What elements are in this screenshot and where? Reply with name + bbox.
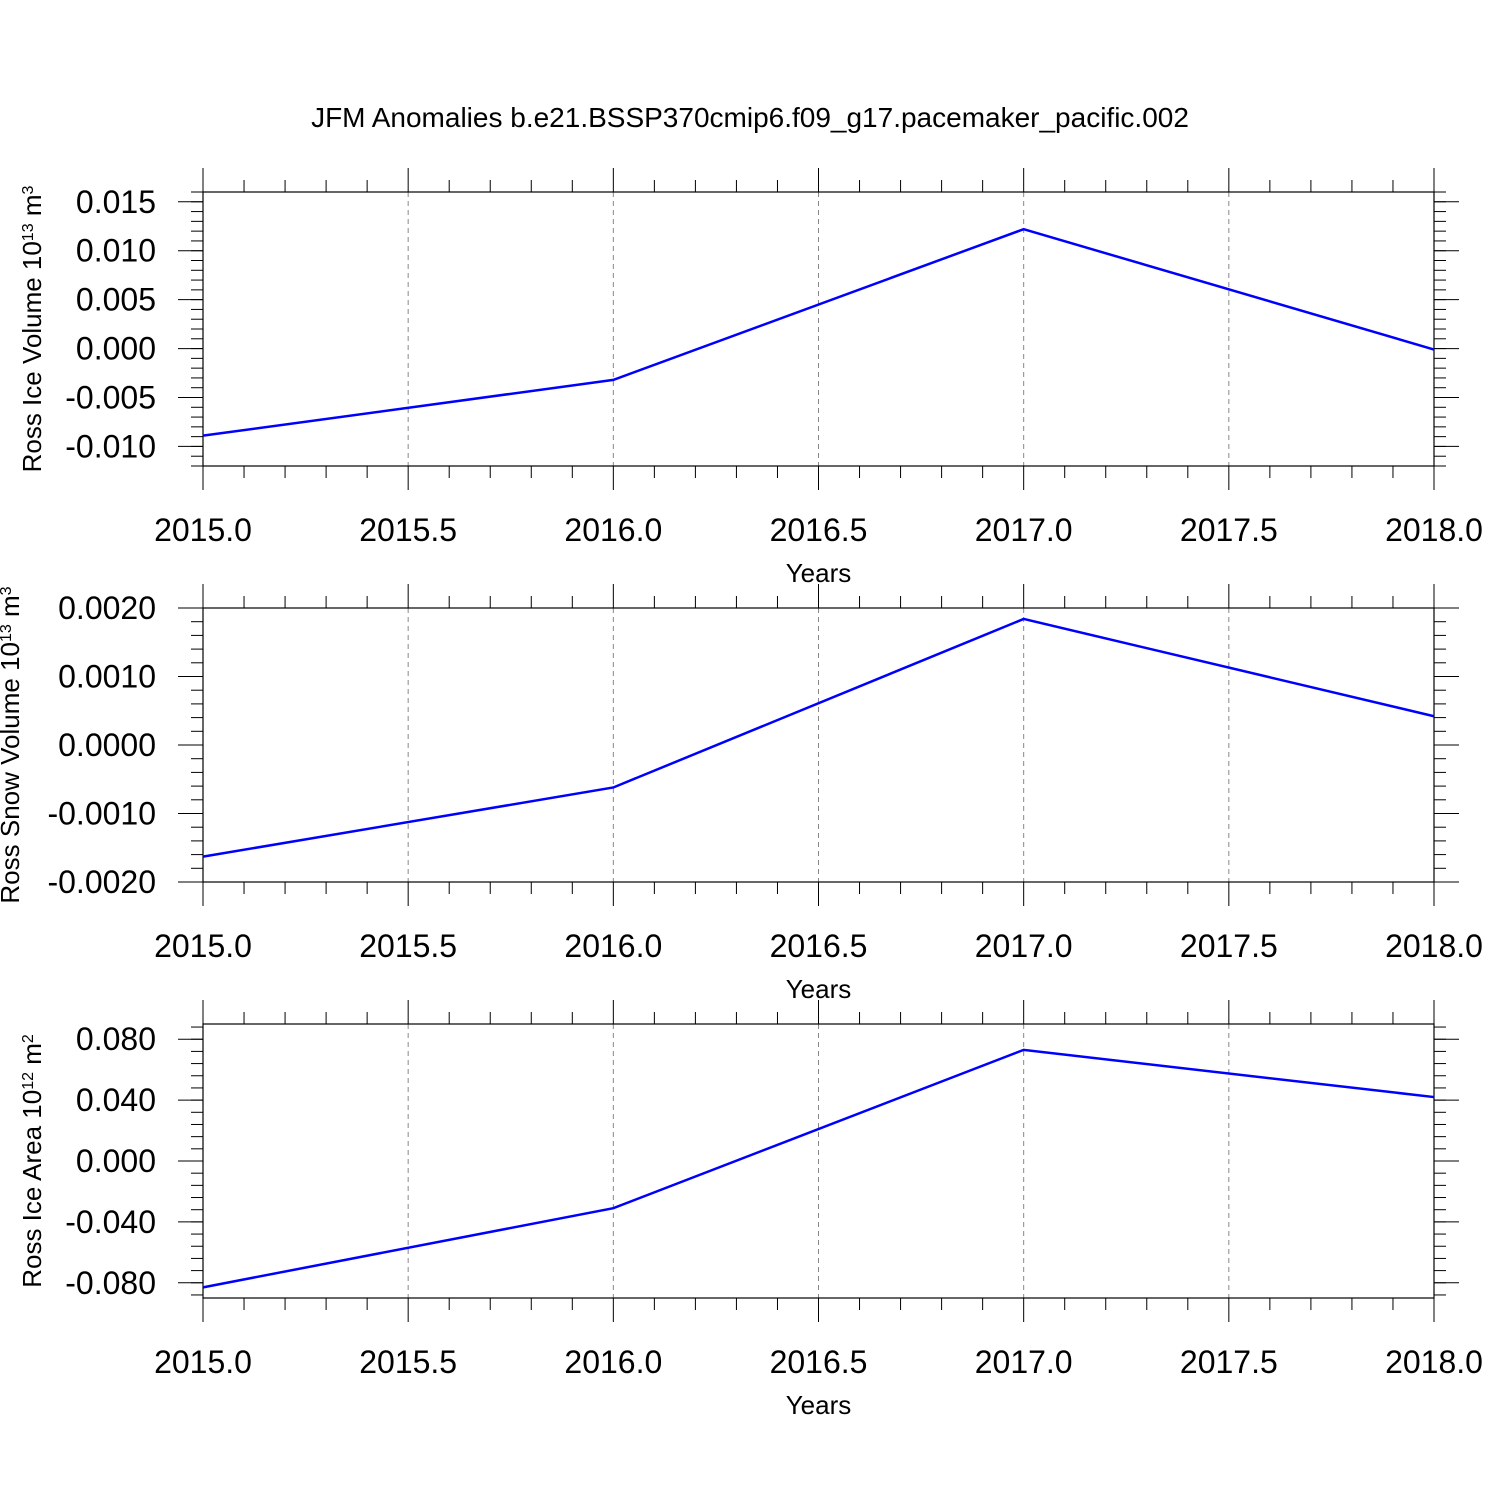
chart-panel-3: 2015.0 2015.5 2016.0 2016.5 2017.0 2017.5 2018… [17, 1000, 1483, 1420]
y-tick-label: -0.005 [65, 380, 156, 416]
y-tick-label: -0.040 [65, 1204, 156, 1240]
x-tick-label: 2017.0 [975, 1344, 1073, 1380]
y-tick-label: -0.080 [65, 1265, 156, 1301]
y-tick-label: 0.000 [76, 1143, 156, 1179]
x-tick-label: 2016.5 [770, 512, 868, 548]
y-label-text: Ross Snow Volume 10 [0, 642, 25, 904]
y-label-text: m [0, 595, 25, 624]
series-line [203, 229, 1434, 435]
x-axis-label: Years [786, 974, 852, 1004]
y-axis-label: Ross Ice Area 1012 m2 [17, 1034, 47, 1288]
y-tick-label: 0.010 [76, 233, 156, 269]
x-tick-label: 2015.0 [154, 1344, 252, 1380]
y-axis-label: Ross Ice Volume 1013 m3 [17, 185, 47, 472]
y-tick-label: 0.0000 [58, 727, 156, 763]
y-tick-label: -0.0020 [47, 864, 156, 900]
y-tick-label: 0.040 [76, 1082, 156, 1118]
x-tick-label: 2015.5 [359, 512, 457, 548]
x-tick-label: 2015.0 [154, 512, 252, 548]
y-axis-label: Ross Snow Volume 1013 m3 [0, 586, 25, 903]
y-label-text: Ross Ice Volume 10 [17, 241, 47, 472]
y-tick-label: -0.0010 [47, 796, 156, 832]
x-tick-label: 2015.5 [359, 1344, 457, 1380]
y-tick-label: 0.000 [76, 331, 156, 367]
y-tick-label: 0.0020 [58, 590, 156, 626]
y-label-text: Ross Ice Area 10 [17, 1090, 47, 1288]
y-tick-label: 0.080 [76, 1021, 156, 1057]
chart-panel-1: 2015.0 2015.5 2016.0 2016.5 2017.0 2017.5 2018… [17, 168, 1483, 588]
y-tick-label: 0.015 [76, 184, 156, 220]
y-tick-label: -0.010 [65, 428, 156, 464]
x-tick-label: 2018.0 [1385, 1344, 1483, 1380]
x-tick-label: 2016.5 [770, 928, 868, 964]
y-label-text: m [17, 194, 47, 223]
x-tick-label: 2015.5 [359, 928, 457, 964]
x-axis-label: Years [786, 1390, 852, 1420]
x-tick-label: 2017.0 [975, 512, 1073, 548]
y-label-superscript: 13 [0, 624, 15, 642]
x-tick-label: 2018.0 [1385, 928, 1483, 964]
x-tick-label: 2016.5 [770, 1344, 868, 1380]
y-label-superscript: 13 [20, 223, 37, 241]
y-label-superscript: 3 [20, 185, 37, 194]
x-tick-label: 2016.0 [564, 512, 662, 548]
chart-panel-2: 2015.0 2015.5 2016.0 2016.5 2017.0 2017.5 2018… [0, 584, 1483, 1004]
y-tick-label: 0.005 [76, 282, 156, 318]
y-label-superscript: 12 [20, 1072, 37, 1090]
y-label-superscript: 3 [0, 586, 15, 595]
y-label-text: m [17, 1043, 47, 1072]
y-label-superscript: 2 [20, 1034, 37, 1043]
x-tick-label: 2017.5 [1180, 928, 1278, 964]
x-tick-label: 2017.5 [1180, 1344, 1278, 1380]
x-tick-label: 2016.0 [564, 1344, 662, 1380]
x-tick-label: 2017.5 [1180, 512, 1278, 548]
x-tick-label: 2015.0 [154, 928, 252, 964]
x-tick-label: 2016.0 [564, 928, 662, 964]
y-tick-label: 0.0010 [58, 659, 156, 695]
figure-title: JFM Anomalies b.e21.BSSP370cmip6.f09_g17… [0, 102, 1500, 134]
x-tick-label: 2018.0 [1385, 512, 1483, 548]
x-axis-label: Years [786, 558, 852, 588]
x-tick-label: 2017.0 [975, 928, 1073, 964]
